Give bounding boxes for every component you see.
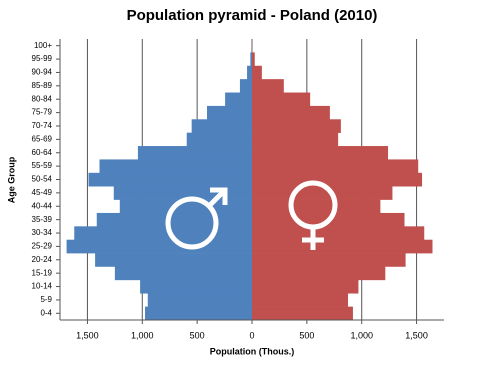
x-tick-label: 0 (249, 330, 254, 340)
bar (252, 253, 406, 267)
bar (113, 186, 252, 200)
bar (250, 52, 252, 67)
bar (114, 266, 252, 281)
x-tick-label: 1,000 (350, 330, 373, 340)
bar (252, 226, 425, 241)
y-tick-label: 80-84 (32, 94, 53, 103)
y-tick-label: 60-64 (32, 148, 53, 157)
bar (147, 293, 252, 307)
bar (74, 226, 253, 241)
bar (145, 306, 252, 321)
female-symbol (288, 180, 338, 250)
bar (252, 52, 255, 67)
x-tick-label: 500 (299, 330, 314, 340)
male-symbol (165, 187, 228, 250)
bar (137, 146, 252, 160)
y-tick-label: 55-59 (32, 161, 53, 170)
bar (88, 172, 252, 187)
bar (252, 79, 284, 93)
y-tick-label: 75-79 (32, 108, 53, 117)
bar (247, 65, 252, 80)
y-tick-label: 10-14 (32, 282, 53, 291)
x-tick-label: 1,000 (131, 330, 154, 340)
bar (96, 212, 252, 227)
y-tick-label: 45-49 (32, 188, 53, 197)
bar (252, 105, 330, 120)
bar (252, 146, 389, 160)
bar (66, 239, 252, 254)
bar (239, 79, 252, 93)
bar (207, 105, 252, 120)
bar (99, 159, 252, 174)
bars (66, 39, 433, 321)
y-tick-label: 90-94 (32, 68, 53, 77)
bar (252, 159, 419, 174)
x-tick-label: 1,500 (76, 330, 99, 340)
y-tick-label: 50-54 (32, 175, 53, 184)
x-tick-label: 1,500 (405, 330, 428, 340)
bar (252, 239, 433, 254)
bar (252, 199, 381, 214)
y-tick-label: 70-74 (32, 121, 53, 130)
bar (140, 279, 252, 294)
bar (252, 92, 311, 107)
y-tick-label: 85-89 (32, 81, 53, 90)
y-tick-label: 65-69 (32, 134, 53, 143)
x-axis-label: Population (Thous.) (210, 346, 295, 356)
y-tick-label: 20-24 (32, 255, 53, 264)
y-tick-label: 40-44 (32, 201, 53, 210)
bar (252, 186, 393, 200)
bar (191, 119, 252, 133)
bar (119, 199, 253, 214)
y-tick-label: 35-39 (32, 215, 53, 224)
bar (252, 172, 423, 187)
bar (186, 132, 252, 147)
bar (252, 119, 341, 133)
bar (252, 306, 353, 321)
x-tick-label: 500 (190, 330, 205, 340)
y-tick-label: 100+ (34, 41, 52, 50)
y-tick-label: 15-19 (32, 268, 53, 277)
bar (95, 253, 252, 267)
bar (252, 132, 339, 147)
chart-title: Population pyramid - Poland (2010) (127, 7, 378, 24)
bar (252, 279, 359, 294)
bar (252, 293, 348, 307)
y-tick-label: 25-29 (32, 242, 53, 251)
bar (252, 65, 262, 80)
bar (225, 92, 252, 107)
y-tick-label: 5-9 (40, 295, 52, 304)
y-tick-label: 95-99 (32, 54, 53, 63)
y-tick-label: 0-4 (40, 308, 52, 317)
y-axis-label: Age Group (6, 156, 16, 203)
y-tick-label: 30-34 (32, 228, 53, 237)
bar (252, 266, 386, 281)
